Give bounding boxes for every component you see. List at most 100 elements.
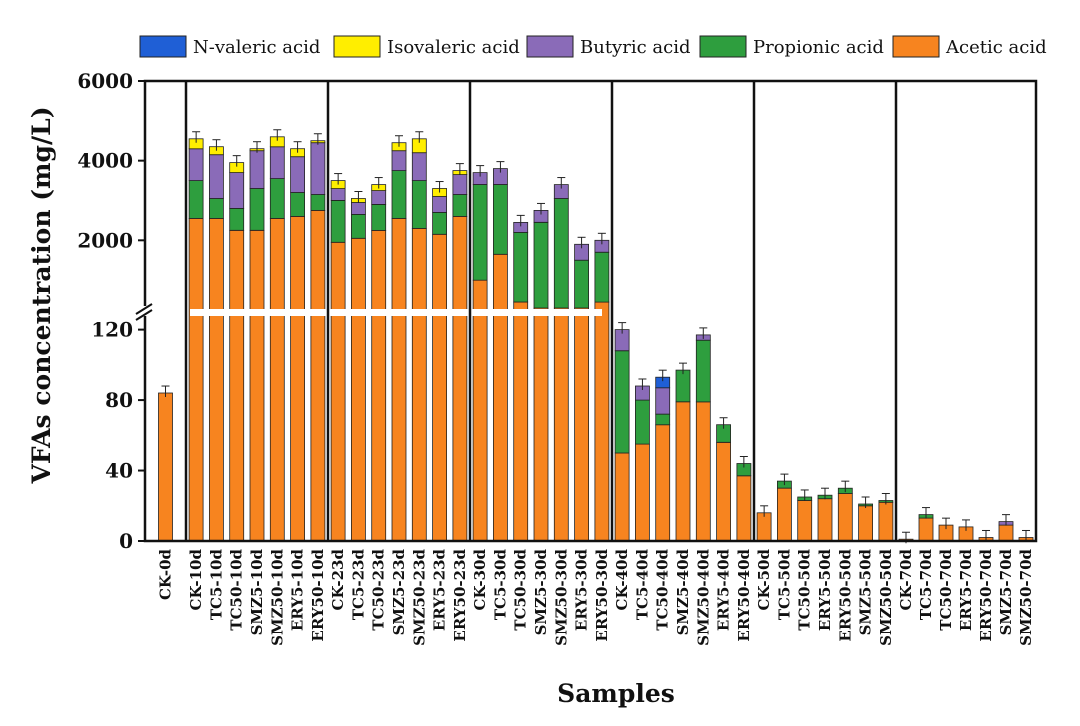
error-bar-ck-40d bbox=[618, 322, 627, 334]
bar-smz5-10d-acetic-acid bbox=[249, 229, 265, 542]
legend-swatch bbox=[526, 35, 574, 58]
x-tick-label: ERY50-23d bbox=[451, 548, 469, 641]
bar-tc5-23d-acetic-acid bbox=[350, 237, 366, 542]
error-bar-tc50-50d bbox=[800, 489, 809, 501]
bar-tc50-23d-butyric-acid bbox=[371, 190, 387, 205]
x-tick-label: ERY5-40d bbox=[715, 548, 733, 631]
error-bar-ery5-10d bbox=[293, 141, 302, 153]
bar-tc5-23d-butyric-acid bbox=[350, 202, 366, 215]
x-tick-label: TC5-10d bbox=[207, 549, 225, 621]
bar-smz5-40d-acetic-acid bbox=[675, 401, 691, 542]
error-bar-ery50-10d bbox=[313, 133, 322, 145]
bar-ery50-50d-acetic-acid bbox=[837, 492, 853, 542]
x-tick-label: TC5-23d bbox=[349, 549, 367, 621]
x-tick-label: SMZ5-50d bbox=[857, 548, 875, 635]
bar-ery5-40d-acetic-acid bbox=[716, 441, 731, 542]
bar-tc5-10d-propionic-acid bbox=[208, 198, 224, 219]
bar-smz50-40d-propionic-acid bbox=[695, 339, 711, 403]
x-tick-label: ERY50-30d bbox=[593, 548, 611, 641]
bar-smz5-70d-acetic-acid bbox=[998, 524, 1014, 542]
y-tick-label: 0 bbox=[119, 529, 133, 553]
bar-ery5-23d-propionic-acid bbox=[432, 211, 448, 235]
error-bar-ery50-40d bbox=[739, 455, 748, 468]
bar-smz5-30d-propionic-acid bbox=[533, 221, 549, 309]
legend-item-n-valeric-acid: N-valeric acid bbox=[139, 35, 320, 58]
x-tick-label: TC50-30d bbox=[512, 548, 530, 630]
y-tick-label: 120 bbox=[91, 318, 133, 342]
x-tick-label: SMZ50-40d bbox=[694, 548, 712, 645]
error-bar-smz5-50d bbox=[861, 496, 870, 509]
error-bar-ery5-50d bbox=[821, 487, 829, 500]
x-tick-label: TC50-40d bbox=[654, 548, 672, 630]
x-tick-label: ERY50-10d bbox=[309, 548, 327, 641]
legend-swatch bbox=[333, 35, 381, 58]
error-bar-smz5-23d bbox=[395, 135, 403, 147]
bar-ck-10d-butyric-acid bbox=[188, 148, 204, 181]
x-tick-label: CK-10d bbox=[187, 549, 205, 611]
error-bar-smz50-50d bbox=[881, 492, 890, 505]
y-tick-label: 40 bbox=[105, 459, 133, 483]
x-tick-label: TC5-50d bbox=[775, 549, 793, 621]
bar-tc5-40d-propionic-acid bbox=[635, 399, 650, 445]
error-bar-tc50-10d bbox=[232, 155, 241, 167]
legend-item-isovaleric-acid: Isovaleric acid bbox=[333, 35, 520, 58]
bar-ery50-40d-acetic-acid bbox=[736, 475, 752, 542]
bar-smz5-10d-butyric-acid bbox=[249, 150, 265, 189]
x-tick-label: SMZ50-50d bbox=[877, 548, 895, 645]
bar-ery5-50d-acetic-acid bbox=[817, 498, 833, 542]
bar-smz50-50d-acetic-acid bbox=[878, 501, 894, 542]
bar-ery50-10d-acetic-acid bbox=[310, 209, 326, 542]
bar-smz50-23d-butyric-acid bbox=[411, 152, 427, 181]
x-tick-label: CK-70d bbox=[897, 549, 915, 611]
error-bar-tc50-23d bbox=[374, 177, 383, 189]
bar-tc50-23d-acetic-acid bbox=[371, 229, 387, 542]
error-bar-smz5-40d bbox=[679, 362, 687, 375]
x-tick-label: ERY5-50d bbox=[816, 548, 834, 631]
bar-ck-40d-propionic-acid bbox=[614, 350, 630, 454]
bar-smz50-10d-butyric-acid bbox=[269, 146, 285, 179]
chart-legend: N-valeric acid Isovaleric acid Butyric aci… bbox=[139, 35, 1047, 58]
legend-label: Propionic acid bbox=[753, 37, 884, 58]
bar-tc5-30d-propionic-acid bbox=[492, 184, 508, 255]
x-tick-label: TC50-70d bbox=[937, 548, 955, 630]
x-tick-label: SMZ5-70d bbox=[997, 548, 1015, 635]
bar-smz5-40d-propionic-acid bbox=[675, 369, 691, 403]
x-tick-label: TC50-10d bbox=[228, 548, 246, 630]
error-bar-ery50-30d bbox=[597, 232, 606, 245]
x-tick-label: ERY5-30d bbox=[573, 548, 591, 631]
error-bar-ck-50d bbox=[760, 505, 769, 517]
error-bar-tc50-40d bbox=[658, 369, 667, 382]
x-tick-label: SMZ50-23d bbox=[410, 548, 428, 645]
error-bar-tc5-70d bbox=[922, 507, 930, 519]
error-bar-tc50-30d bbox=[516, 214, 525, 227]
bar-ck-23d-acetic-acid bbox=[330, 241, 346, 542]
legend-swatch bbox=[892, 35, 940, 58]
bar-tc50-10d-acetic-acid bbox=[229, 229, 245, 542]
error-bar-tc5-40d bbox=[638, 378, 647, 390]
bar-tc50-30d-propionic-acid bbox=[513, 231, 529, 303]
error-bar-tc5-50d bbox=[780, 473, 789, 486]
bar-smz5-23d-acetic-acid bbox=[391, 217, 407, 542]
x-axis: CK-0d CK-10d TC5-10d TC50-10d SMZ5-10d SMZ50-… bbox=[157, 548, 1036, 645]
bar-tc50-10d-propionic-acid bbox=[229, 207, 245, 231]
x-tick-label: ERY5-70d bbox=[957, 548, 975, 631]
axis-break-band bbox=[190, 309, 602, 316]
x-tick-label: ERY50-70d bbox=[977, 548, 995, 641]
error-bar-smz50-23d bbox=[415, 131, 424, 143]
bar-tc5-40d-acetic-acid bbox=[635, 443, 650, 542]
x-tick-label: ERY5-23d bbox=[431, 548, 449, 631]
x-tick-label: CK-0d bbox=[157, 549, 175, 601]
legend-item-butyric-acid: Butyric acid bbox=[526, 35, 690, 58]
y-axis-title: VFAs concentration (mg/L) bbox=[27, 106, 56, 484]
bar-smz5-10d-propionic-acid bbox=[249, 188, 265, 231]
bar-ery5-23d-butyric-acid bbox=[432, 196, 448, 213]
bar-ery5-30d-propionic-acid bbox=[574, 259, 589, 309]
bar-smz5-23d-propionic-acid bbox=[391, 170, 407, 219]
bar-smz5-50d-acetic-acid bbox=[858, 505, 873, 542]
legend-item-acetic-acid: Acetic acid bbox=[892, 35, 1047, 58]
error-bar-ck-23d bbox=[334, 173, 343, 185]
x-tick-label: ERY50-40d bbox=[735, 548, 753, 641]
bar-tc5-10d-acetic-acid bbox=[208, 217, 224, 542]
bar-tc5-30d-acetic-acid bbox=[492, 253, 508, 542]
bar-tc50-40d-acetic-acid bbox=[655, 424, 671, 542]
